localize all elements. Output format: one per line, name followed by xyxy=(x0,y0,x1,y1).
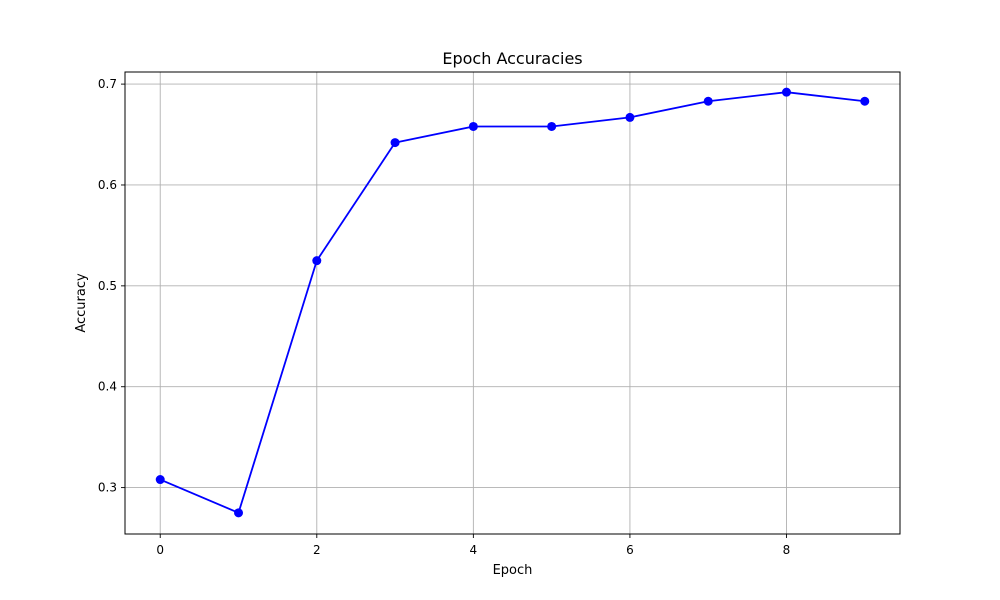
chart-title: Epoch Accuracies xyxy=(442,49,582,68)
x-tick-label: 2 xyxy=(313,543,321,557)
y-tick-label: 0.7 xyxy=(98,77,117,91)
plot-frame xyxy=(124,71,901,535)
axes: 0 2 4 6 8 0.3 0.4 0.5 0.6 0.7 xyxy=(98,71,901,557)
data-point xyxy=(860,96,870,106)
data-point xyxy=(547,121,557,131)
x-axis-label: Epoch xyxy=(493,563,533,578)
y-tick-label: 0.4 xyxy=(98,380,117,394)
series-line xyxy=(159,91,865,514)
x-tick-label: 6 xyxy=(626,543,634,557)
data-point xyxy=(155,475,165,485)
data-point xyxy=(390,138,400,148)
x-tick-label: 8 xyxy=(783,543,791,557)
data-point xyxy=(468,121,478,131)
grid xyxy=(125,72,900,534)
y-tick-label: 0.6 xyxy=(98,178,117,192)
x-tick-label: 0 xyxy=(156,543,164,557)
y-axis-label: Accuracy xyxy=(74,273,89,333)
y-tick-label: 0.3 xyxy=(98,481,117,495)
data-point xyxy=(703,96,713,106)
x-tick-label: 4 xyxy=(470,543,478,557)
data-point xyxy=(625,112,635,122)
y-tick-label: 0.5 xyxy=(98,279,117,293)
data-point xyxy=(312,256,322,266)
series-layer xyxy=(155,87,870,518)
data-point xyxy=(234,508,244,518)
data-point xyxy=(781,87,791,97)
